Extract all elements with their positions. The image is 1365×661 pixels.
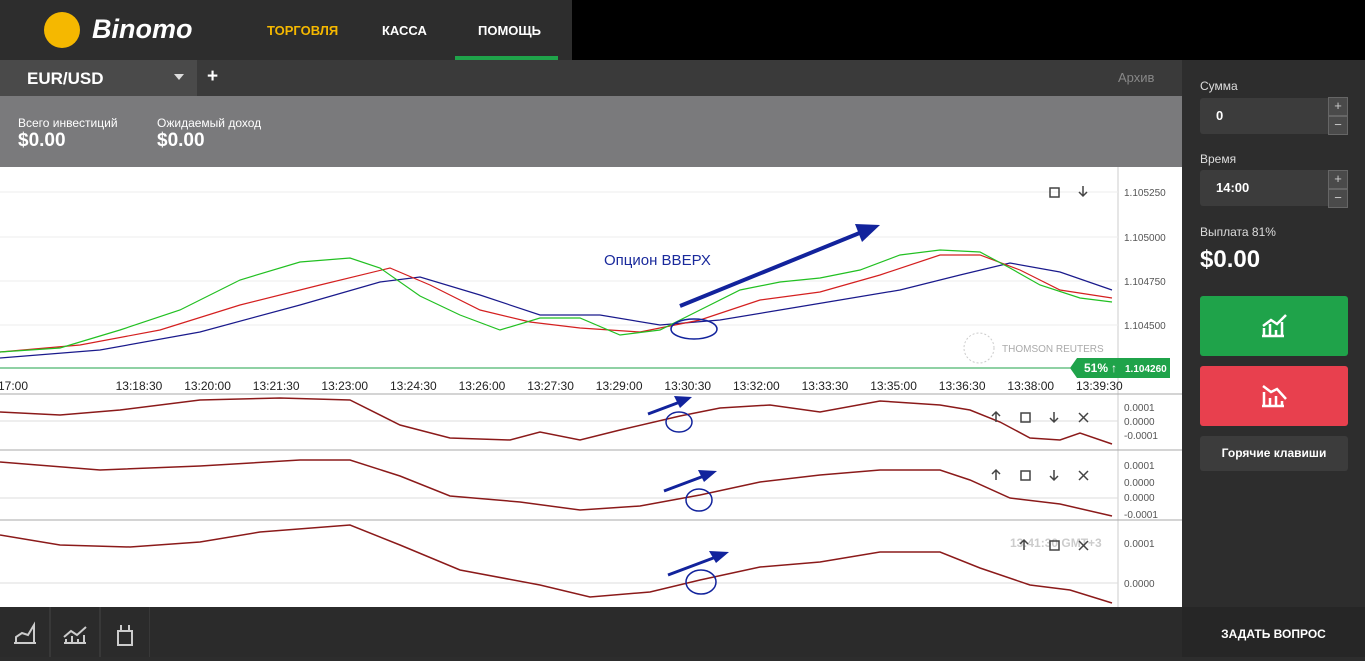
nav-item[interactable]: ТОРГОВЛЯ [267,23,339,38]
badge-price: 1.104260 [1125,364,1167,375]
price-tick: 1.104500 [1124,321,1166,332]
minus[interactable]: − [1328,189,1348,208]
value: $0.00 [18,130,66,151]
asset-tab[interactable] [0,60,197,96]
time-tick: 13:39:30 [1076,379,1123,393]
price-tick: 1.105000 [1124,233,1166,244]
indicator-tick: 0.0001 [1124,403,1155,414]
nav-item[interactable]: КАССА [382,23,427,38]
time-tick: 13:27:30 [527,379,574,393]
time-tick: 13:29:00 [596,379,643,393]
hotkeys[interactable]: Горячие клавиши [1200,436,1348,471]
time-tick: 13:18:30 [116,379,163,393]
stepper: + − [1328,170,1348,208]
chart-area: Опцион ВВЕРХ THOMSON REUTERS 13:41:30 GM… [0,167,1182,607]
logo[interactable]: Binomo [92,14,193,44]
ask-button[interactable]: ЗАДАТЬ ВОПРОС [1182,607,1365,657]
label: Всего инвестиций [18,116,118,130]
nav-underline [455,56,558,60]
plus[interactable]: + [1328,170,1348,189]
footer-icons [14,607,150,657]
indicator-tick: -0.0001 [1124,510,1158,521]
badge-percent: 51% [1084,361,1108,375]
time-tick: 17:00 [0,379,28,393]
time-tick: 13:24:30 [390,379,437,393]
plus[interactable]: + [1328,97,1348,116]
down-button[interactable] [1200,366,1348,426]
clock: 13:41:30 GMT+3 [1010,536,1102,550]
price-tick: 1.104750 [1124,277,1166,288]
label: Ожидаемый доход [157,116,262,130]
indicator-tick: 0.0000 [1124,493,1155,504]
footer [0,607,1182,657]
time-tick: 13:33:30 [802,379,849,393]
indicator-tick: 0.0000 [1124,417,1155,428]
up-button[interactable] [1200,296,1348,356]
asset[interactable]: EUR/USD [27,69,104,88]
nav-item[interactable]: ПОМОЩЬ [478,23,541,38]
archive[interactable]: Архив [1118,70,1155,85]
time-tick: 13:30:30 [664,379,711,393]
label: Время [1200,152,1237,166]
payout: $0.00 [1200,246,1261,273]
time-tick: 13:26:00 [459,379,506,393]
logo-icon [44,12,80,48]
indicator-tick: 0.0000 [1124,478,1155,489]
top-black [572,0,1365,60]
time-input[interactable]: 14:00 [1200,170,1348,206]
indicator-tick: 0.0001 [1124,461,1155,472]
indicator-tick: -0.0001 [1124,431,1158,442]
watermark: THOMSON REUTERS [1002,344,1104,355]
time-tick: 13:38:00 [1007,379,1054,393]
badge-arrow: ↑ [1111,361,1117,375]
stepper: + − [1328,97,1348,135]
time-tick: 13:36:30 [939,379,986,393]
label: Выплата 81% [1200,225,1276,239]
indicator-tick: 0.0001 [1124,539,1155,550]
add-tab[interactable]: + [207,66,219,87]
indicator-tick: 0.0000 [1124,579,1155,590]
annotation: Опцион ВВЕРХ [604,252,711,269]
time-tick: 13:32:00 [733,379,780,393]
time-tick: 13:20:00 [184,379,231,393]
top-bar [0,0,572,60]
time-tick: 13:21:30 [253,379,300,393]
time-tick: 13:35:00 [870,379,917,393]
amount-input[interactable]: 0 [1200,98,1348,134]
minus[interactable]: − [1328,116,1348,135]
info-bar [0,96,1182,167]
tab-bar [0,60,1182,96]
value: $0.00 [157,130,205,151]
dropdown[interactable] [174,74,184,85]
label: Сумма [1200,79,1238,93]
time-tick: 13:23:00 [321,379,368,393]
price-tick: 1.105250 [1124,188,1166,199]
